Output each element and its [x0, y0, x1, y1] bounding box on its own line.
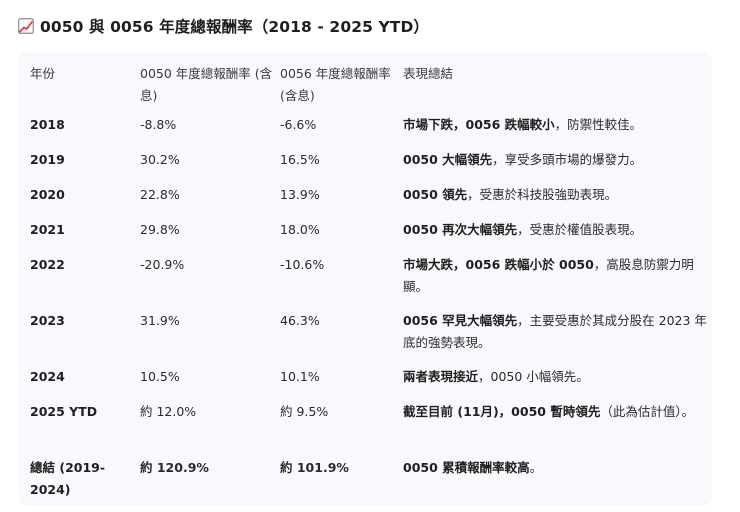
summary-text: （此為估計值）。 [600, 404, 695, 419]
summary-highlight: 0050 領先 [403, 187, 468, 202]
chart-increasing-icon [18, 18, 34, 34]
cell-year: 2022 [30, 257, 65, 272]
cell-0050-return: 約 12.0% [140, 404, 197, 419]
summary-highlight: 0056 罕見大幅領先 [403, 313, 518, 328]
cell-summary: 市場大跌，0056 跌幅小於 0050，高股息防禦力明顯。 [403, 254, 712, 310]
cell-summary: 兩者表現接近，0050 小幅領先。 [403, 366, 712, 401]
cell-summary: 市場下跌，0056 跌幅較小，防禦性較佳。 [403, 112, 712, 149]
returns-table: 年份 0050 年度總報酬率 (含息) 0056 年度總報酬率 (含息) 表現總… [18, 52, 712, 512]
summary-highlight: 0050 大幅領先 [403, 152, 493, 167]
header-year: 年份 [30, 66, 56, 81]
summary-highlight: 截至目前 (11月)，0050 暫時領先 [403, 404, 601, 419]
summary-highlight: 0050 累積報酬率較高 [403, 460, 530, 475]
page-title: 0050 與 0056 年度總報酬率（2018 - 2025 YTD） [18, 14, 429, 38]
cell-0050-return: 29.8% [140, 222, 180, 237]
header-0056-return: 0056 年度總報酬率 (含息) [280, 66, 391, 103]
summary-highlight: 市場下跌，0056 跌幅較小 [403, 117, 555, 132]
cell-0056-return: 18.0% [280, 222, 320, 237]
cell-summary: 0050 累積報酬率較高。 [403, 457, 712, 512]
cell-0050-return: 約 120.9% [140, 460, 209, 475]
cell-0050-return: 31.9% [140, 313, 180, 328]
page-title-text: 0050 與 0056 年度總報酬率（2018 - 2025 YTD） [40, 18, 430, 36]
table-row: 2025 YTD 約 12.0% 約 9.5% 截至目前 (11月)，0050 … [18, 401, 712, 457]
table-row: 2024 10.5% 10.1% 兩者表現接近，0050 小幅領先。 [18, 366, 712, 401]
header-summary: 表現總結 [403, 66, 454, 81]
cell-summary: 0050 大幅領先，享受多頭市場的爆發力。 [403, 149, 712, 184]
cell-year: 2024 [30, 369, 65, 384]
cell-0056-return: 13.9% [280, 187, 320, 202]
cell-0050-return: 22.8% [140, 187, 180, 202]
cell-0050-return: 30.2% [140, 152, 180, 167]
cell-0056-return: 約 9.5% [280, 404, 329, 419]
cell-0056-return: 約 101.9% [280, 460, 349, 475]
table-row: 2021 29.8% 18.0% 0050 再次大幅領先，受惠於權值股表現。 [18, 219, 712, 254]
cell-0056-return: 16.5% [280, 152, 320, 167]
summary-text: ，高股息防禦力明顯。 [403, 257, 694, 294]
cell-0050-return: -20.9% [140, 257, 185, 272]
cell-year: 2021 [30, 222, 65, 237]
cell-0056-return: -10.6% [280, 257, 325, 272]
summary-text: ，受惠於科技股強勁表現。 [467, 187, 618, 202]
table-row: 2023 31.9% 46.3% 0056 罕見大幅領先，主要受惠於其成分股在 … [18, 310, 712, 366]
summary-highlight: 0050 再次大幅領先 [403, 222, 518, 237]
cell-summary: 0050 領先，受惠於科技股強勁表現。 [403, 184, 712, 219]
cell-year: 2019 [30, 152, 65, 167]
summary-highlight: 兩者表現接近 [403, 369, 479, 384]
cell-year: 2023 [30, 313, 65, 328]
summary-highlight: 市場大跌，0056 跌幅小於 0050 [403, 257, 594, 272]
cell-0050-return: -8.8% [140, 117, 177, 132]
header-0050-return: 0050 年度總報酬率 (含息) [140, 66, 273, 103]
table-row: 2020 22.8% 13.9% 0050 領先，受惠於科技股強勁表現。 [18, 184, 712, 219]
cell-0056-return: 46.3% [280, 313, 320, 328]
returns-table-container: 年份 0050 年度總報酬率 (含息) 0056 年度總報酬率 (含息) 表現總… [18, 52, 712, 506]
cell-year: 總結 (2019-2024) [30, 460, 106, 497]
table-row: 2018 -8.8% -6.6% 市場下跌，0056 跌幅較小，防禦性較佳。 [18, 112, 712, 149]
summary-text: ，享受多頭市場的爆發力。 [492, 152, 643, 167]
summary-text: ，0050 小幅領先。 [478, 369, 589, 384]
cell-summary: 截至目前 (11月)，0050 暫時領先（此為估計值）。 [403, 401, 712, 457]
table-row: 2022 -20.9% -10.6% 市場大跌，0056 跌幅小於 0050，高… [18, 254, 712, 310]
cell-year: 2025 YTD [30, 404, 98, 419]
table-header-row: 年份 0050 年度總報酬率 (含息) 0056 年度總報酬率 (含息) 表現總… [18, 52, 712, 112]
summary-text: ，主要受惠於其成分股在 2023 年底的強勢表現。 [403, 313, 707, 350]
cell-summary: 0050 再次大幅領先，受惠於權值股表現。 [403, 219, 712, 254]
summary-text: ，防禦性較佳。 [554, 117, 643, 132]
table-row: 2019 30.2% 16.5% 0050 大幅領先，享受多頭市場的爆發力。 [18, 149, 712, 184]
cell-0050-return: 10.5% [140, 369, 180, 384]
cell-year: 2020 [30, 187, 65, 202]
cell-summary: 0056 罕見大幅領先，主要受惠於其成分股在 2023 年底的強勢表現。 [403, 310, 712, 366]
cell-year: 2018 [30, 117, 65, 132]
table-row-summary: 總結 (2019-2024) 約 120.9% 約 101.9% 0050 累積… [18, 457, 712, 512]
cell-0056-return: -6.6% [280, 117, 317, 132]
summary-text: 。 [529, 460, 543, 475]
cell-0056-return: 10.1% [280, 369, 320, 384]
summary-text: ，受惠於權值股表現。 [517, 222, 643, 237]
